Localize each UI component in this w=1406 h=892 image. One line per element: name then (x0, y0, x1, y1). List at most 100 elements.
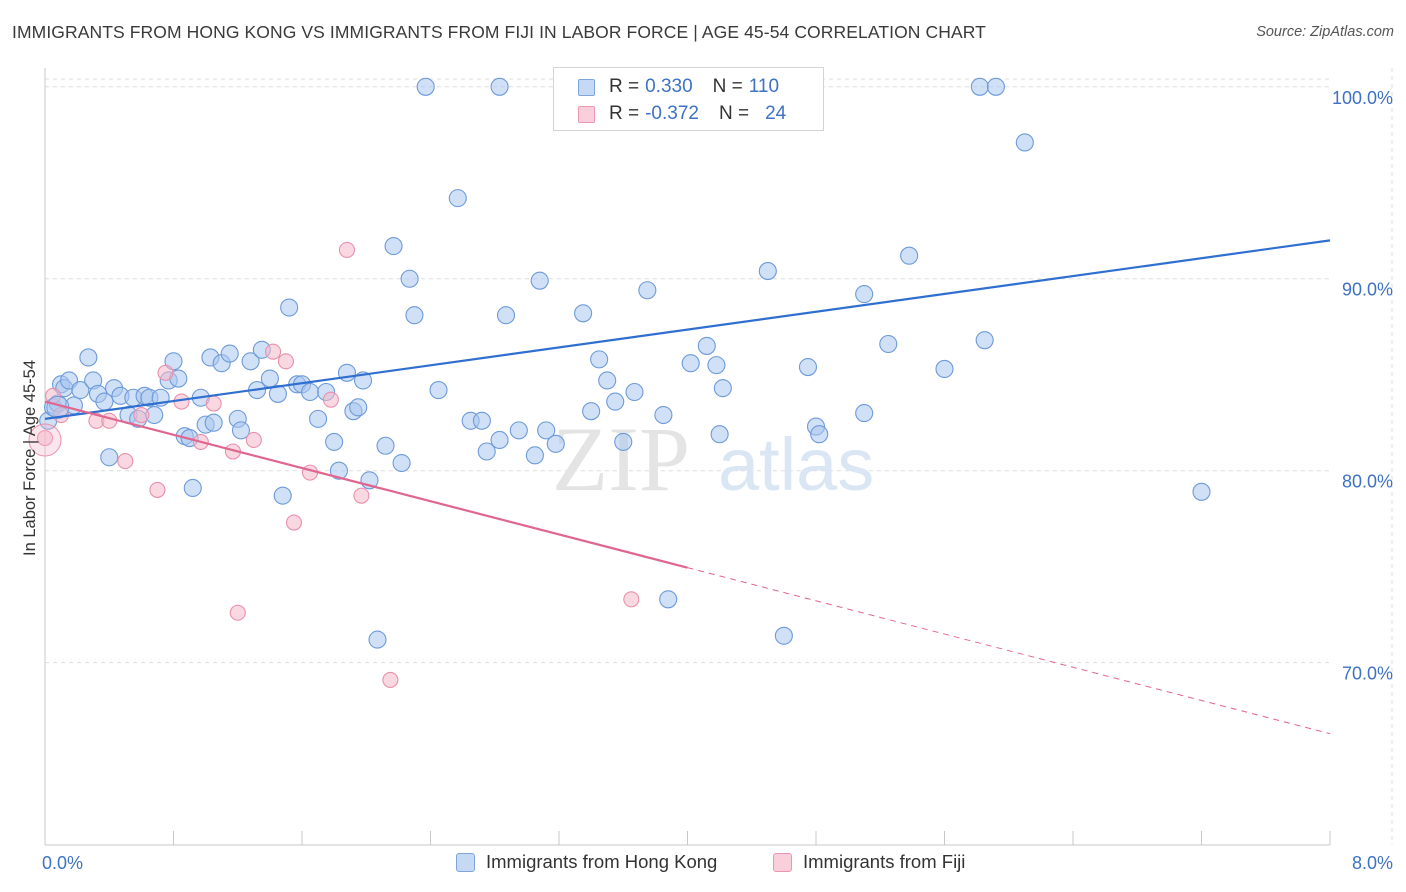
hong-kong-point (164, 352, 183, 371)
legend-r-label: R = (609, 103, 640, 124)
x-tick-label-max: 8.0% (1352, 853, 1393, 873)
hong-kong-point (400, 269, 419, 288)
hong-kong-point (79, 348, 98, 367)
data-points (28, 77, 1211, 688)
hong-kong-point (975, 331, 994, 350)
bottom-legend-label-fiji: Immigrants from Fiji (803, 851, 966, 872)
hong-kong-point (625, 382, 644, 402)
hong-kong-point (429, 381, 448, 400)
hong-kong-point (384, 237, 403, 256)
hong-kong-point (325, 432, 344, 451)
hong-kong-point (810, 425, 829, 444)
hong-kong-point (710, 425, 729, 444)
fiji-point (277, 353, 294, 370)
hong-kong-point (349, 398, 368, 417)
watermark-atlas: atlas (718, 423, 874, 506)
fiji-trend-line-solid (44, 400, 688, 569)
chart-title: IMMIGRANTS FROM HONG KONG VS IMMIGRANTS … (12, 22, 986, 42)
bottom-legend-fiji: Immigrants from Fiji (773, 851, 965, 873)
hong-kong-point (1192, 482, 1211, 501)
hong-kong-point (183, 478, 202, 498)
fiji-point (338, 241, 356, 259)
hong-kong-point (582, 402, 601, 421)
hong-kong-point (855, 285, 874, 304)
legend-row-fiji: R = -0.372 N = 24 (578, 101, 786, 127)
fiji-point (285, 514, 303, 531)
chart-source: Source: ZipAtlas.com (1256, 24, 1394, 40)
fiji-point (322, 391, 339, 408)
fiji-point-cluster (28, 423, 62, 457)
legend-r-label: R = (609, 76, 640, 97)
axes (44, 68, 1331, 846)
legend-n-label: N = (712, 76, 743, 97)
legend-r-value: 0.330 (645, 76, 693, 97)
hong-kong-point (707, 356, 726, 375)
hong-kong-point (416, 77, 435, 96)
hong-kong-point (329, 461, 348, 480)
hong-kong-point (537, 421, 556, 440)
hong-kong-point (280, 298, 299, 317)
bottom-legend-swatch-fiji (773, 852, 792, 872)
hong-kong-point (855, 404, 874, 423)
tick-labels: 70.0% 80.0% 90.0% 100.0% 0.0% 8.0% (42, 88, 1393, 873)
hong-kong-point (614, 432, 633, 451)
fiji-point (265, 343, 282, 360)
fiji-point (101, 412, 118, 429)
hong-kong-point (368, 630, 387, 649)
fiji-point (229, 604, 246, 621)
hong-kong-point (574, 304, 593, 323)
hong-kong-point (774, 626, 793, 645)
hong-kong-point (204, 413, 223, 432)
legend-swatch-fiji (578, 105, 595, 123)
fiji-point (157, 364, 174, 381)
hong-kong-point (405, 306, 424, 325)
watermark-zip: ZIP (552, 408, 690, 510)
fiji-point (149, 481, 166, 498)
hong-kong-point (697, 336, 716, 355)
hong-kong-point (654, 405, 673, 425)
hong-kong-trend-line (44, 239, 1331, 420)
legend-n-label: N = (718, 103, 750, 124)
fiji-point (353, 487, 370, 504)
hong-kong-point (638, 281, 657, 300)
hong-kong-point (376, 436, 395, 455)
hong-kong-point (525, 446, 544, 465)
hong-kong-point (309, 409, 328, 428)
hong-kong-point (986, 77, 1005, 96)
hong-kong-point (713, 379, 732, 398)
hong-kong-point (509, 421, 528, 440)
hong-kong-point (659, 590, 678, 609)
hong-kong-point (448, 189, 467, 208)
fiji-point (36, 430, 54, 447)
fiji-trend-line-dashed (687, 567, 1331, 735)
hong-kong-point (970, 77, 989, 96)
fiji-point (117, 453, 134, 470)
legend-r-value: -0.372 (645, 103, 699, 124)
hong-kong-point (1015, 133, 1034, 152)
fiji-point (133, 406, 150, 424)
y-tick-label: 70.0% (1342, 664, 1393, 684)
hong-kong-point (879, 334, 898, 354)
hong-kong-point (241, 352, 260, 371)
hong-kong-point (496, 306, 516, 325)
hong-kong-point (472, 411, 491, 430)
fiji-point (245, 431, 262, 449)
hong-kong-point (300, 382, 320, 402)
hong-kong-point (100, 448, 119, 467)
hong-kong-point (590, 350, 609, 369)
hong-kong-point (260, 369, 279, 388)
hong-kong-point (530, 271, 549, 290)
hong-kong-point (490, 77, 509, 96)
watermark: ZIP atlas (552, 408, 874, 510)
fiji-point (623, 591, 640, 608)
legend-n-value: 24 (765, 103, 787, 124)
correlation-legend: R = 0.330 N = 110 R = -0.372 N = 24 (553, 67, 824, 131)
y-axis-label: In Labor Force | Age 45-54 (21, 360, 39, 556)
bottom-legend-swatch-hong-kong (456, 852, 475, 872)
bottom-legend-hong-kong: Immigrants from Hong Kong (456, 851, 717, 873)
hong-kong-point (546, 434, 565, 453)
hong-kong-point (71, 381, 90, 400)
hong-kong-point (935, 359, 954, 379)
hong-kong-point (490, 430, 509, 450)
